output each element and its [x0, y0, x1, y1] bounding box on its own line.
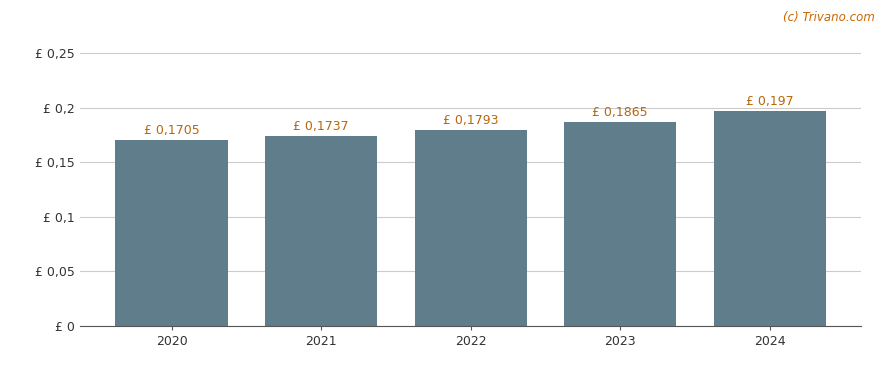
Text: £ 0,1865: £ 0,1865 [592, 106, 648, 119]
Bar [115, 140, 227, 326]
Bar [564, 122, 677, 326]
Text: £ 0,1793: £ 0,1793 [443, 114, 498, 127]
Text: £ 0,197: £ 0,197 [746, 95, 794, 108]
Bar [714, 111, 826, 326]
Text: (c) Trivano.com: (c) Trivano.com [783, 11, 875, 24]
Bar [265, 136, 377, 326]
Bar [415, 130, 527, 326]
Text: £ 0,1737: £ 0,1737 [293, 120, 349, 133]
Text: £ 0,1705: £ 0,1705 [144, 124, 200, 137]
